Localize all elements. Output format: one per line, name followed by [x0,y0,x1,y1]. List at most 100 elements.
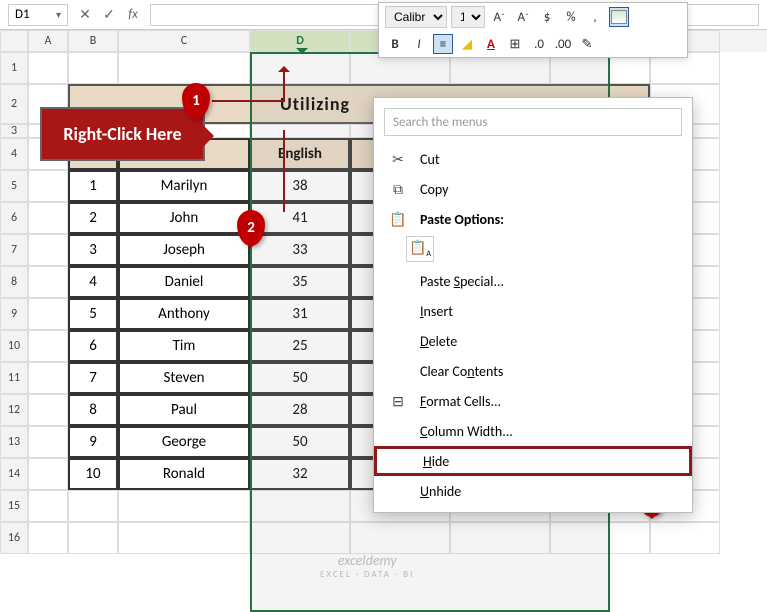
cell-id[interactable]: 6 [68,330,118,362]
arrow-line [212,100,284,102]
row-header[interactable]: 6 [0,202,28,234]
menu-item-column-width[interactable]: Column Width... [374,416,692,446]
name-box[interactable]: D1 ▾ [8,4,68,26]
font-select[interactable]: Calibri [385,6,447,28]
cell-english[interactable]: 33 [250,234,350,266]
font-size-select[interactable]: 12 [451,6,485,28]
format-cells-icon: ⊟ [388,393,408,410]
percent-button[interactable]: % [561,7,581,27]
menu-item-cut[interactable]: ✂Cut [374,144,692,174]
watermark: exceldemy EXCEL · DATA · BI [320,552,414,580]
decrease-font-icon[interactable]: Aˇ [513,7,533,27]
cell-name[interactable]: John [118,202,250,234]
row-header[interactable]: 1 [0,52,28,84]
mini-toolbar: Calibri 12 Aˆ Aˇ $ % , B I ≡ ◢ A ⊞ .0 .0… [378,2,688,58]
row-header[interactable]: 4 [0,138,28,170]
col-header-A[interactable]: A [28,30,68,52]
cell-name[interactable]: Tim [118,330,250,362]
cell-name[interactable]: Ronald [118,458,250,490]
currency-button[interactable]: $ [537,7,557,27]
menu-item-format-cells[interactable]: ⊟Format Cells... [374,386,692,416]
cell-name[interactable]: Daniel [118,266,250,298]
row-header[interactable]: 9 [0,298,28,330]
row-header[interactable]: 5 [0,170,28,202]
cell-id[interactable]: 9 [68,426,118,458]
bold-button[interactable]: B [385,34,405,54]
decrease-decimal-icon[interactable]: .0 [529,34,549,54]
fx-icon[interactable]: fx [124,6,142,24]
menu-item-insert[interactable]: Insert [374,296,692,326]
context-menu: Search the menus ✂Cut ⧉Copy 📋Paste Optio… [373,97,693,513]
comma-button[interactable]: , [585,7,605,27]
menu-item-paste-special[interactable]: Paste Special... [374,266,692,296]
cell-english[interactable]: 50 [250,426,350,458]
menu-search-input[interactable]: Search the menus [384,108,682,136]
menu-item-copy[interactable]: ⧉Copy [374,174,692,204]
row-header[interactable]: 14 [0,458,28,490]
cell-english[interactable]: 50 [250,362,350,394]
cell-id[interactable]: 2 [68,202,118,234]
cell-english[interactable]: 31 [250,298,350,330]
row-header[interactable]: 12 [0,394,28,426]
cell-english[interactable]: 28 [250,394,350,426]
font-color-icon[interactable]: A [481,34,501,54]
header-english[interactable]: English [250,138,350,170]
borders-icon[interactable]: ⊞ [505,34,525,54]
cell-name[interactable]: Steven [118,362,250,394]
cell-id[interactable]: 4 [68,266,118,298]
menu-item-unhide[interactable]: Unhide [374,476,692,506]
chevron-down-icon[interactable]: ▾ [56,8,61,21]
row-header[interactable]: 2 [0,84,28,124]
row-header[interactable]: 10 [0,330,28,362]
row-header[interactable]: 15 [0,490,28,522]
row-header[interactable]: 11 [0,362,28,394]
cell-english[interactable]: 38 [250,170,350,202]
cell-id[interactable]: 7 [68,362,118,394]
column-select-marker-icon [296,48,308,60]
row-header[interactable]: 7 [0,234,28,266]
cell-english[interactable]: 41 [250,202,350,234]
row-header[interactable]: 13 [0,426,28,458]
cell-english[interactable]: 32 [250,458,350,490]
cell-name[interactable]: Paul [118,394,250,426]
italic-button[interactable]: I [409,34,429,54]
paste-option-default[interactable]: 📋A [406,236,434,262]
cancel-icon[interactable]: ✕ [76,6,94,24]
paste-icon: 📋A [409,239,431,259]
callout-right-click: Right-Click Here [40,107,205,161]
col-header-B[interactable]: B [68,30,118,52]
align-center-icon[interactable]: ≡ [433,34,453,54]
increase-decimal-icon[interactable]: .00 [553,34,573,54]
cell-id[interactable]: 1 [68,170,118,202]
arrow-line [283,130,285,212]
cell-english[interactable]: 25 [250,330,350,362]
formula-buttons: ✕ ✓ fx [76,6,142,24]
col-header-C[interactable]: C [118,30,250,52]
increase-font-icon[interactable]: Aˆ [489,7,509,27]
menu-item-delete[interactable]: Delete [374,326,692,356]
menu-item-paste-options: 📋Paste Options: [374,204,692,234]
cell-id[interactable]: 5 [68,298,118,330]
format-picture-icon[interactable] [609,7,629,27]
scissors-icon: ✂ [388,151,408,168]
menu-item-hide[interactable]: Hide [374,446,692,476]
select-all-corner[interactable] [0,30,28,52]
fill-color-icon[interactable]: ◢ [457,34,477,54]
row-header[interactable]: 16 [0,522,28,554]
row-header[interactable]: 8 [0,266,28,298]
cell-name[interactable]: Joseph [118,234,250,266]
cell-id[interactable]: 10 [68,458,118,490]
menu-item-clear[interactable]: Clear Contents [374,356,692,386]
arrow-head-icon [278,60,290,72]
format-painter-icon[interactable]: ✎ [577,34,597,54]
check-icon[interactable]: ✓ [100,6,118,24]
cell-id[interactable]: 8 [68,394,118,426]
table-row: 16 [0,522,767,554]
cell-english[interactable]: 35 [250,266,350,298]
clipboard-icon: 📋 [388,211,408,228]
cell-name[interactable]: Marilyn [118,170,250,202]
cell-name[interactable]: George [118,426,250,458]
cell-name[interactable]: Anthony [118,298,250,330]
row-header[interactable]: 3 [0,124,28,138]
cell-id[interactable]: 3 [68,234,118,266]
